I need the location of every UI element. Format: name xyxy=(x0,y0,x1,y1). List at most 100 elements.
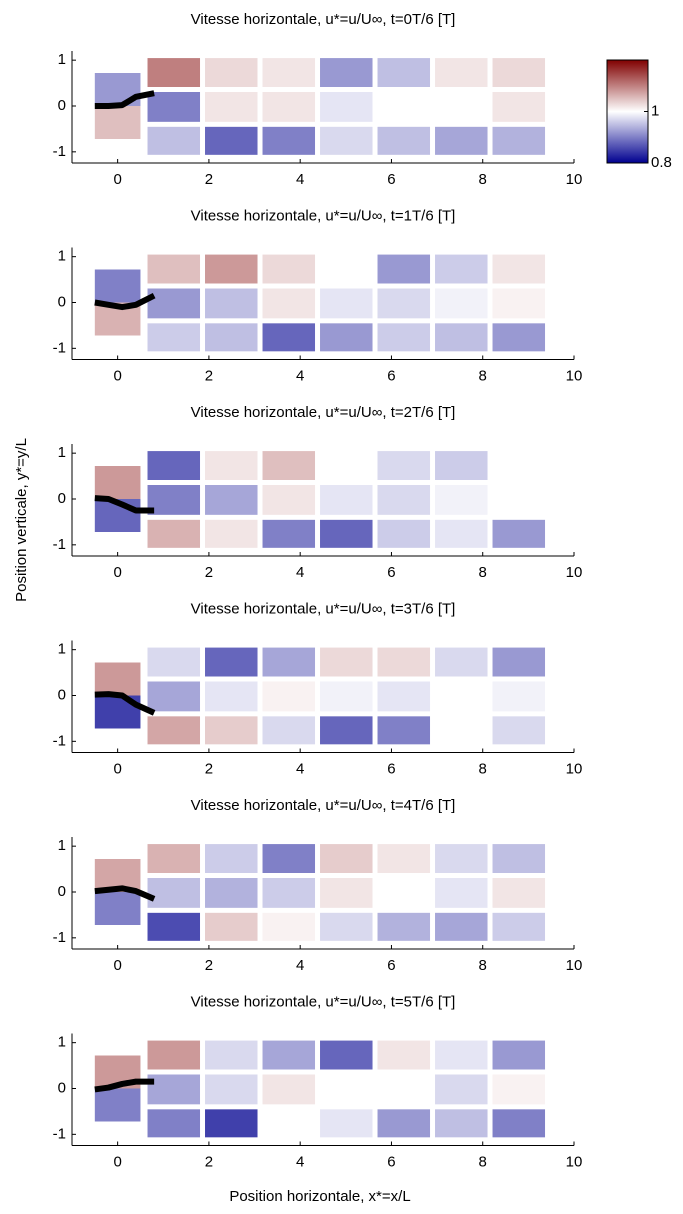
velocity-tile xyxy=(435,1074,488,1105)
y-tick-label: -1 xyxy=(53,339,66,356)
velocity-tile xyxy=(205,323,258,352)
velocity-tile xyxy=(205,92,258,122)
body-line xyxy=(94,495,155,514)
velocity-tile xyxy=(492,519,546,548)
velocity-tile xyxy=(205,451,258,480)
chart-title: Vitesse horizontale, u*=u/U∞, t=1T/6 [T] xyxy=(191,207,456,224)
x-tick-label: 8 xyxy=(479,760,487,777)
x-tick-label: 2 xyxy=(205,564,213,581)
velocity-tile xyxy=(435,844,488,873)
velocity-tile xyxy=(147,519,201,548)
velocity-tile xyxy=(435,1040,488,1070)
velocity-tile xyxy=(147,716,201,745)
velocity-tile xyxy=(377,1040,431,1070)
velocity-tile xyxy=(435,716,488,745)
velocity-tile xyxy=(492,681,546,712)
velocity-tile xyxy=(262,878,316,908)
y-tick-label: 1 xyxy=(58,248,66,265)
velocity-tile xyxy=(320,878,373,908)
x-tick-label: 8 xyxy=(479,1153,487,1170)
velocity-tile xyxy=(205,844,258,873)
x-tick-label: 0 xyxy=(113,564,121,581)
velocity-tile xyxy=(435,485,488,515)
y-tick-label: 0 xyxy=(58,293,66,310)
velocity-tile xyxy=(147,1040,201,1070)
velocity-tile xyxy=(205,1040,258,1070)
velocity-tile xyxy=(147,58,201,87)
velocity-tile xyxy=(435,912,488,941)
velocity-tile xyxy=(262,485,316,515)
velocity-tile xyxy=(262,58,316,87)
x-tick-label: 8 xyxy=(479,957,487,974)
velocity-tile xyxy=(205,681,258,712)
velocity-tile xyxy=(377,451,431,480)
chart-title: Vitesse horizontale, u*=u/U∞, t=3T/6 [T] xyxy=(191,600,456,617)
y-tick-label: 1 xyxy=(58,51,66,68)
x-tick-label: 6 xyxy=(387,760,395,777)
x-tick-label: 2 xyxy=(205,367,213,384)
velocity-tile xyxy=(377,716,431,745)
x-tick-label: 2 xyxy=(205,1153,213,1170)
x-tick-label: 6 xyxy=(387,957,395,974)
velocity-tile xyxy=(435,878,488,908)
x-tick-label: 10 xyxy=(566,564,583,581)
velocity-tile xyxy=(205,519,258,548)
velocity-tile xyxy=(262,844,316,873)
velocity-tile xyxy=(320,519,373,548)
velocity-tile xyxy=(377,519,431,548)
colorbar-tick-label: 0.8 xyxy=(651,154,672,171)
colorbar xyxy=(606,59,649,164)
velocity-tile xyxy=(377,844,431,873)
x-tick-label: 4 xyxy=(296,760,304,777)
velocity-tile xyxy=(492,451,546,480)
velocity-tile xyxy=(492,58,546,87)
x-tick-label: 10 xyxy=(566,1153,583,1170)
x-tick-label: 10 xyxy=(566,171,583,188)
velocity-tile xyxy=(492,288,546,319)
chart-title: Vitesse horizontale, u*=u/U∞, t=2T/6 [T] xyxy=(191,404,456,421)
chart-title: Vitesse horizontale, u*=u/U∞, t=5T/6 [T] xyxy=(191,993,456,1010)
x-tick-label: 6 xyxy=(387,367,395,384)
velocity-tile xyxy=(320,254,373,284)
velocity-tile xyxy=(262,1109,316,1138)
y-tick-label: -1 xyxy=(53,732,66,749)
velocity-tile xyxy=(435,254,488,284)
body-line xyxy=(94,90,155,109)
velocity-tile xyxy=(492,1109,546,1138)
velocity-tile xyxy=(205,254,258,284)
body-tile xyxy=(94,106,141,139)
velocity-tile xyxy=(147,288,201,319)
velocity-tile xyxy=(492,485,546,515)
velocity-tile xyxy=(262,92,316,122)
velocity-tile xyxy=(147,681,201,712)
velocity-tile xyxy=(377,288,431,319)
y-tick-label: 0 xyxy=(58,490,66,507)
velocity-tile xyxy=(262,126,316,155)
body-tile xyxy=(94,1088,141,1122)
x-tick-label: 4 xyxy=(296,367,304,384)
velocity-tile xyxy=(320,912,373,941)
velocity-tile xyxy=(435,451,488,480)
velocity-tile xyxy=(377,92,431,122)
x-tick-label: 4 xyxy=(296,564,304,581)
velocity-tile xyxy=(377,126,431,155)
velocity-tile xyxy=(435,647,488,677)
velocity-tile xyxy=(435,681,488,712)
velocity-tile xyxy=(492,912,546,941)
velocity-tile xyxy=(262,1074,316,1105)
velocity-tile xyxy=(147,92,201,122)
velocity-tile xyxy=(320,716,373,745)
velocity-tile xyxy=(377,1074,431,1105)
x-tick-label: 4 xyxy=(296,957,304,974)
velocity-tile xyxy=(205,288,258,319)
x-tick-label: 8 xyxy=(479,367,487,384)
velocity-tile xyxy=(320,288,373,319)
velocity-tile xyxy=(262,716,316,745)
x-tick-label: 0 xyxy=(113,1153,121,1170)
x-axis-label: Position horizontale, x*=x/L xyxy=(229,1188,410,1205)
velocity-tile xyxy=(262,288,316,319)
x-tick-label: 6 xyxy=(387,171,395,188)
y-tick-label: 0 xyxy=(58,1079,66,1096)
body-line xyxy=(94,885,156,902)
